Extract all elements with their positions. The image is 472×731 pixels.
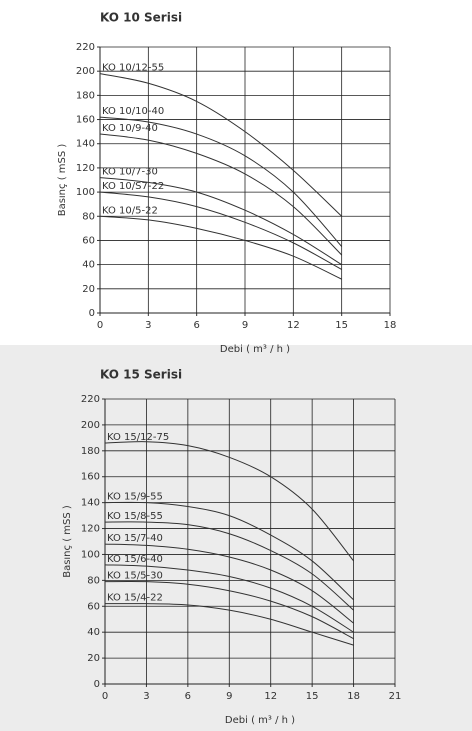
- y-tick-label: 80: [87, 575, 100, 586]
- x-tick-label: 21: [389, 691, 402, 702]
- chart-title: KO 10 Serisi: [100, 11, 182, 25]
- series-line: [99, 133, 343, 256]
- y-tick-label: 40: [82, 260, 95, 271]
- y-tick-label: 0: [89, 308, 95, 319]
- y-tick-label: 20: [82, 284, 95, 295]
- y-tick-label: 60: [82, 235, 95, 246]
- y-tick-label: 60: [87, 601, 100, 612]
- y-tick-label: 140: [76, 139, 95, 150]
- series-label: KO 15/5-30: [107, 571, 163, 582]
- series-line: [99, 73, 343, 217]
- series-label: KO 10/10-40: [102, 106, 164, 117]
- y-tick-label: 180: [81, 446, 100, 457]
- x-axis-label: Debi ( m³ / h ): [220, 344, 290, 355]
- series-label: KO 10/12-55: [102, 63, 164, 74]
- y-tick-label: 80: [82, 211, 95, 222]
- x-tick-label: 9: [242, 320, 248, 331]
- series-label: KO 15/8-55: [107, 511, 163, 522]
- series-line: [104, 603, 354, 646]
- series-line: [99, 116, 343, 247]
- series-label: KO 15/7-40: [107, 533, 163, 544]
- y-tick-label: 160: [81, 472, 100, 483]
- series-line: [99, 215, 342, 280]
- series-line: [104, 501, 354, 601]
- series-line: [99, 177, 342, 266]
- panel-background: [0, 0, 472, 345]
- x-tick-label: 12: [287, 320, 300, 331]
- y-tick-label: 120: [81, 524, 100, 535]
- series-line: [104, 441, 354, 562]
- series-label: KO 15/12-75: [107, 432, 169, 443]
- series-line: [99, 191, 342, 270]
- series-line: [104, 543, 354, 624]
- y-tick-label: 120: [76, 163, 95, 174]
- y-tick-label: 180: [76, 90, 95, 101]
- series-label: KO 10/S7-22: [102, 181, 164, 192]
- y-tick-label: 100: [76, 187, 95, 198]
- x-tick-label: 9: [226, 691, 232, 702]
- y-tick-label: 0: [94, 679, 100, 690]
- x-tick-label: 18: [384, 320, 397, 331]
- y-axis-label: Basınç ( mSS ): [62, 505, 73, 578]
- y-tick-label: 20: [87, 653, 100, 664]
- y-tick-label: 220: [81, 394, 100, 405]
- chart-title: KO 15 Serisi: [100, 368, 182, 382]
- series-label: KO 15/6-40: [107, 554, 163, 565]
- x-tick-label: 15: [306, 691, 319, 702]
- panel-background: [0, 345, 472, 731]
- y-tick-label: 160: [76, 115, 95, 126]
- x-tick-label: 6: [193, 320, 199, 331]
- series-label: KO 15/9-55: [107, 492, 163, 503]
- series-line: [104, 521, 354, 611]
- x-tick-label: 3: [143, 691, 149, 702]
- x-tick-label: 3: [145, 320, 151, 331]
- series-label: KO 10/9-40: [102, 123, 158, 134]
- x-tick-label: 12: [264, 691, 277, 702]
- series-line: [104, 564, 354, 633]
- y-tick-label: 100: [81, 549, 100, 560]
- x-tick-label: 0: [97, 320, 103, 331]
- series-label: KO 10/5-22: [102, 205, 158, 216]
- x-tick-label: 6: [185, 691, 191, 702]
- y-tick-label: 220: [76, 42, 95, 53]
- x-tick-label: 0: [102, 691, 108, 702]
- y-axis-label: Basınç ( mSS ): [57, 144, 68, 217]
- y-tick-label: 40: [87, 627, 100, 638]
- y-tick-label: 140: [81, 498, 100, 509]
- x-axis-label: Debi ( m³ / h ): [225, 715, 295, 726]
- series-label: KO 15/4-22: [107, 593, 163, 604]
- series-label: KO 10/7-30: [102, 167, 158, 178]
- y-tick-label: 200: [81, 420, 100, 431]
- y-tick-label: 200: [76, 66, 95, 77]
- x-tick-label: 15: [335, 320, 348, 331]
- x-tick-label: 18: [347, 691, 360, 702]
- series-line: [104, 580, 354, 640]
